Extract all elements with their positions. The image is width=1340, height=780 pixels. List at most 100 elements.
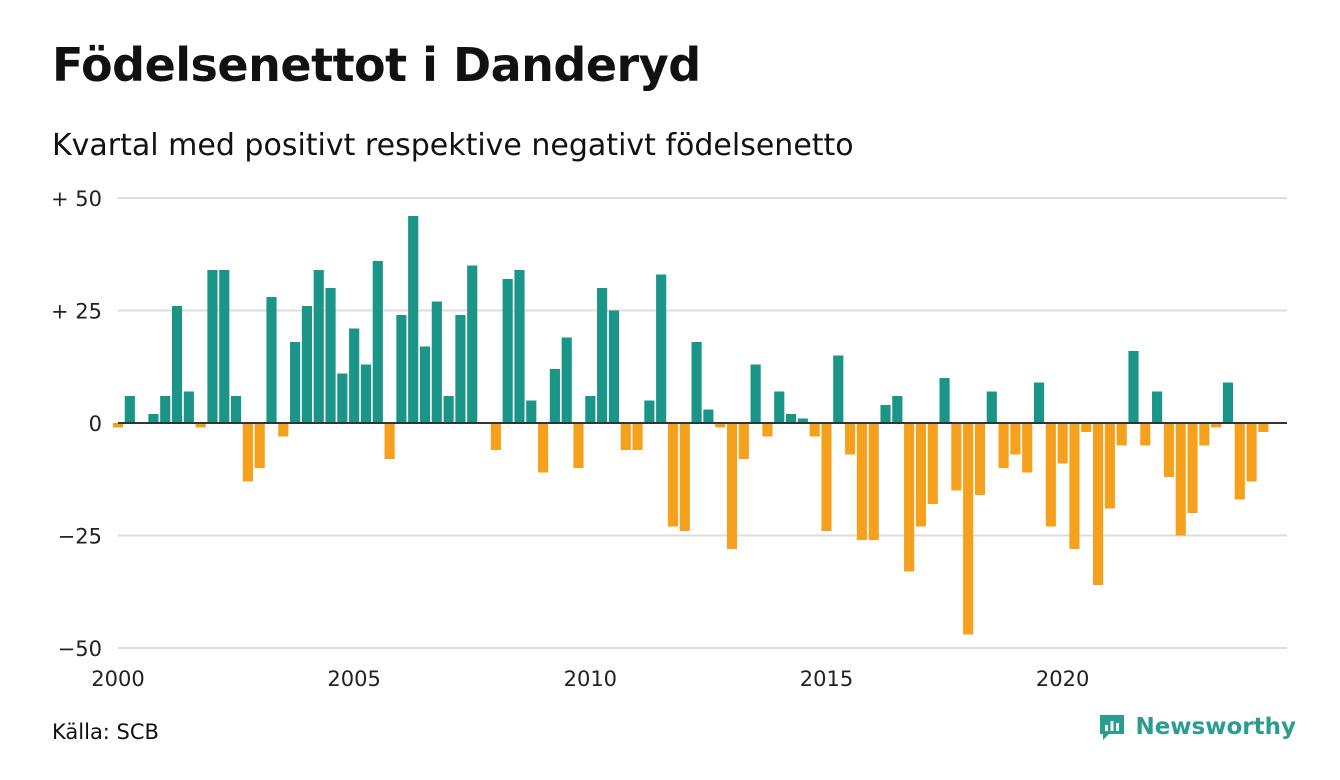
y-tick-label: 0: [89, 412, 102, 436]
bar-negative: [998, 423, 1009, 468]
bar-negative: [573, 423, 584, 468]
bar-negative: [1258, 423, 1269, 432]
bar-positive: [231, 396, 242, 423]
bar-negative: [1010, 423, 1021, 455]
bar-positive: [207, 270, 218, 423]
bar-positive: [750, 364, 761, 423]
bar-negative: [667, 423, 679, 527]
x-tick-label: 2015: [800, 667, 853, 691]
bar-positive: [774, 391, 785, 423]
bar-positive: [1222, 382, 1234, 423]
bar-negative: [384, 423, 395, 459]
y-tick-label: −50: [58, 637, 102, 661]
bar-positive: [431, 301, 442, 423]
source-note: Källa: SCB: [52, 720, 159, 744]
bar-positive: [644, 400, 655, 423]
bar-negative: [963, 423, 974, 635]
bar-positive: [703, 409, 714, 423]
bar-negative: [726, 423, 738, 549]
bar-positive: [656, 274, 667, 423]
bar-negative: [809, 423, 820, 437]
bar-positive: [266, 297, 277, 423]
bar-negative: [1163, 423, 1174, 477]
bar-positive: [372, 261, 383, 423]
bar-positive: [502, 279, 513, 423]
bar-positive: [443, 396, 454, 423]
bar-positive: [514, 270, 525, 423]
y-axis-labels: + 50 + 25 0 −25 −50: [51, 187, 102, 661]
bar-negative: [868, 423, 879, 540]
bar-negative: [1045, 423, 1056, 527]
bar-positive: [325, 288, 336, 423]
bar-positive: [171, 306, 183, 423]
bar-positive: [691, 342, 702, 423]
bar-negative: [112, 423, 124, 428]
bar-negative: [1175, 423, 1186, 536]
newsworthy-logo-icon: [1100, 715, 1125, 740]
brand-name: Newsworthy: [1135, 714, 1296, 740]
bar-positive: [290, 342, 301, 423]
bar-negative: [1246, 423, 1257, 482]
bar-positive: [833, 355, 844, 423]
bar-positive: [785, 414, 797, 423]
bar-chart: + 50 + 25 0 −25 −50 2000 2005 2010 2015 2020: [51, 187, 1287, 691]
bar-positive: [301, 306, 312, 423]
bar-negative: [1234, 423, 1245, 500]
bar-negative: [242, 423, 253, 482]
x-tick-label: 2010: [564, 667, 617, 691]
grid-lines: [118, 197, 1287, 649]
bar-negative: [632, 423, 643, 450]
bar-positive: [148, 414, 159, 423]
bar-positive: [419, 346, 431, 423]
bar-negative: [974, 423, 986, 495]
bar-positive: [360, 364, 372, 423]
bar-negative: [1057, 423, 1068, 464]
bar-negative: [278, 423, 289, 437]
bar-positive: [1128, 351, 1139, 423]
bar-positive: [455, 315, 466, 423]
bar-positive: [797, 418, 808, 423]
bar-negative: [951, 423, 962, 491]
bar-positive: [597, 288, 608, 423]
bar-positive: [561, 337, 572, 423]
bar-negative: [738, 423, 749, 459]
bar-negative: [856, 423, 867, 540]
bar-positive: [313, 270, 324, 423]
bar-negative: [845, 423, 856, 455]
bar-negative: [490, 423, 501, 450]
bar-positive: [124, 396, 135, 423]
bar-positive: [608, 310, 620, 423]
bar-negative: [915, 423, 927, 527]
bar-positive: [549, 369, 560, 423]
brand-logo[interactable]: Newsworthy: [1097, 712, 1296, 742]
bar-negative: [821, 423, 832, 531]
bar-positive: [1152, 391, 1163, 423]
bar-positive: [408, 216, 419, 423]
bar-negative: [1187, 423, 1198, 513]
bar-positive: [160, 396, 171, 423]
bar-negative: [1140, 423, 1151, 446]
bar-positive: [526, 400, 537, 423]
bar-positive: [585, 396, 596, 423]
bar-positive: [467, 265, 478, 423]
bar-negative: [1104, 423, 1115, 509]
y-tick-label: −25: [58, 525, 102, 549]
bar-positive: [183, 391, 194, 423]
x-tick-label: 2000: [91, 667, 144, 691]
bar-negative: [927, 423, 938, 504]
bar-negative: [715, 423, 726, 428]
bars: [112, 216, 1269, 635]
x-tick-label: 2005: [327, 667, 380, 691]
bar-negative: [679, 423, 690, 531]
bar-negative: [620, 423, 631, 450]
bar-positive: [986, 391, 997, 423]
bar-negative: [1211, 423, 1222, 428]
bar-positive: [349, 328, 360, 423]
bar-negative: [538, 423, 549, 473]
bar-positive: [396, 315, 407, 423]
bar-positive: [1033, 382, 1045, 423]
bar-negative: [1199, 423, 1210, 446]
bar-negative: [762, 423, 773, 437]
bar-negative: [1116, 423, 1127, 446]
bar-positive: [939, 378, 950, 423]
